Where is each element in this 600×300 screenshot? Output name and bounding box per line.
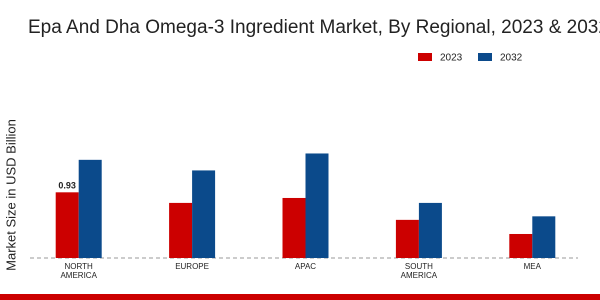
legend-label: 2032 <box>500 53 523 64</box>
x-tick-label: EUROPE <box>175 262 209 271</box>
bar <box>192 170 216 258</box>
x-tick-label: SOUTH AMERICA <box>400 262 438 280</box>
x-tick-label: NORTH AMERICA <box>60 262 97 280</box>
bar <box>55 192 79 258</box>
x-tick-label: APAC <box>294 262 317 271</box>
legend-swatch <box>418 53 432 61</box>
footer-bar <box>0 294 600 300</box>
value-label: 0.93 <box>58 181 76 191</box>
bar <box>78 159 102 258</box>
bar <box>418 202 442 258</box>
y-axis-label: Market Size in USD Billion <box>3 119 18 271</box>
bar <box>395 219 419 258</box>
bar <box>282 197 306 258</box>
bar <box>169 202 193 258</box>
legend-label: 2023 <box>440 53 463 64</box>
bar <box>305 153 329 258</box>
bar <box>509 233 533 258</box>
bar <box>532 216 556 258</box>
legend-swatch <box>478 53 492 61</box>
x-tick-label: MEA <box>523 262 541 271</box>
chart-title: Epa And Dha Omega-3 Ingredient Market, B… <box>28 17 600 38</box>
